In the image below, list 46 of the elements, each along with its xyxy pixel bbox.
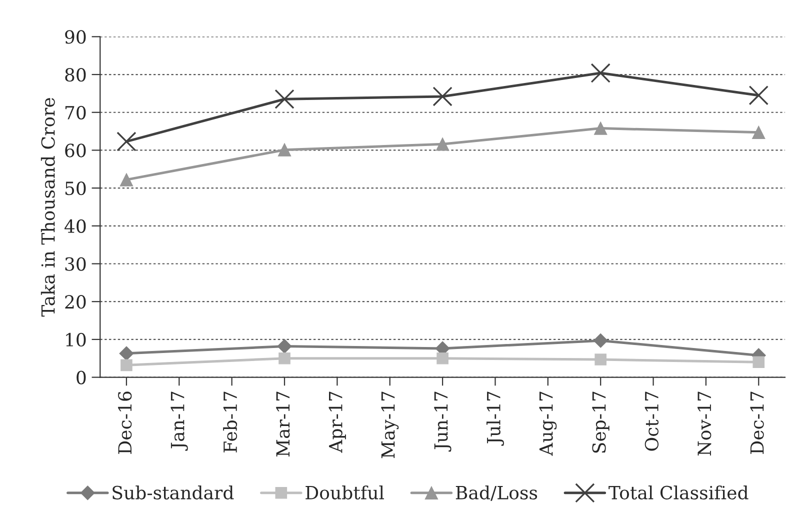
- y-tick-label: 60: [65, 144, 86, 158]
- y-tick-label: 30: [65, 257, 86, 271]
- y-tick-label: 50: [65, 182, 86, 196]
- y-tick-label: 20: [65, 295, 86, 309]
- y-tick-label: 0: [76, 370, 86, 384]
- x-tick-label: Apr-17: [328, 392, 346, 453]
- y-axis-title: Taka in Thousand Crore: [40, 98, 55, 317]
- point: [120, 173, 134, 186]
- point: [752, 356, 765, 368]
- legend-label: Bad/Loss: [456, 485, 538, 501]
- x-tick-label: Mar-17: [276, 392, 290, 457]
- point: [752, 126, 766, 140]
- x-tick-label: May-17: [381, 392, 399, 458]
- legend-label: Doubtful: [306, 485, 384, 500]
- point: [590, 63, 610, 83]
- x-tick-label: Jul-17: [486, 392, 504, 446]
- y-tick-label: 90: [65, 30, 86, 44]
- point: [593, 333, 608, 348]
- y-tick-label: 80: [65, 68, 86, 82]
- point: [594, 122, 608, 135]
- legend-label: Total Classified: [608, 485, 748, 500]
- x-tick-label: Nov-17: [698, 392, 712, 456]
- x-tick-label: Feb-17: [223, 392, 238, 452]
- point: [277, 339, 292, 354]
- x-tick-label: Jun-17: [434, 392, 452, 452]
- x-tick-label: Jan-17: [170, 392, 188, 451]
- point: [436, 138, 450, 151]
- x-tick-label: Oct-17: [644, 392, 659, 451]
- x-tick-label: Aug-17: [539, 392, 557, 456]
- point: [116, 132, 136, 152]
- point: [748, 85, 768, 106]
- point: [278, 352, 290, 364]
- point: [436, 352, 448, 364]
- y-tick-label: 40: [64, 219, 86, 234]
- point: [278, 143, 292, 156]
- x-tick-label: Dec-17: [750, 392, 764, 454]
- point: [432, 86, 452, 106]
- point: [594, 354, 606, 366]
- y-tick-label: 70: [65, 106, 86, 120]
- point: [119, 346, 134, 361]
- x-tick-label: Sep-17: [592, 392, 610, 453]
- legend-label: Sub-standard: [112, 485, 234, 500]
- point: [274, 89, 294, 109]
- point: [120, 359, 132, 372]
- x-tick-label: Dec-16: [118, 392, 132, 454]
- y-tick-label: 10: [66, 332, 86, 347]
